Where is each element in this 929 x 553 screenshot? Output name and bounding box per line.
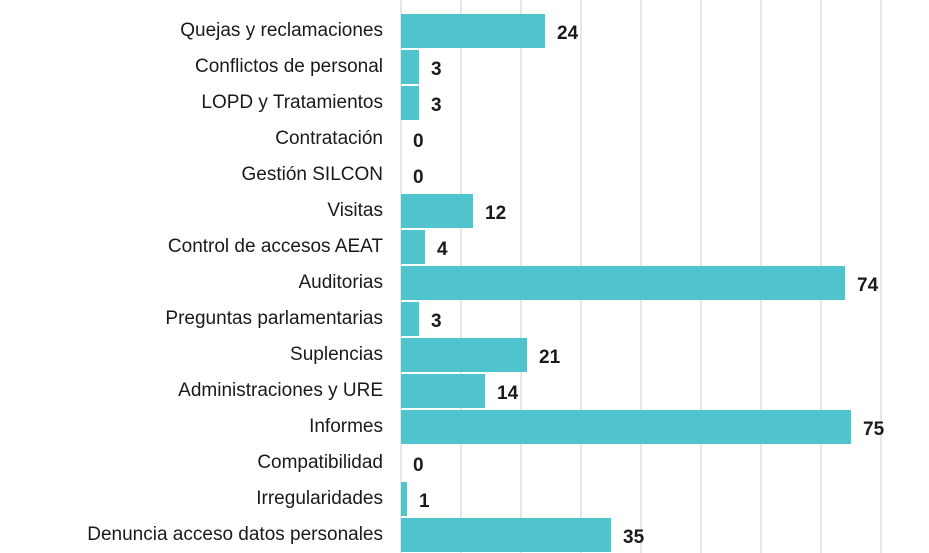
value-label: 3: [431, 59, 442, 80]
bar: [401, 338, 527, 372]
value-label: 75: [863, 419, 885, 440]
value-label: 21: [539, 347, 561, 368]
value-label: 4: [437, 239, 448, 260]
value-label: 0: [413, 131, 424, 152]
y-tick-label: Denuncia acceso datos personales: [87, 524, 383, 545]
bar: [401, 302, 419, 336]
y-tick-label: Control de accesos AEAT: [168, 236, 383, 257]
y-tick-label: Conflictos de personal: [195, 56, 383, 77]
y-tick-label: Suplencias: [290, 344, 383, 365]
bar: [401, 50, 419, 84]
bar: [401, 194, 473, 228]
value-label: 3: [431, 311, 442, 332]
y-tick-label: Administraciones y URE: [178, 380, 383, 401]
value-label: 14: [497, 383, 519, 404]
bar: [401, 86, 419, 120]
value-label: 0: [413, 167, 424, 188]
bar: [401, 374, 485, 408]
y-tick-label: Visitas: [327, 200, 383, 221]
y-tick-label: LOPD y Tratamientos: [201, 92, 383, 113]
bar: [401, 482, 407, 516]
value-label: 74: [857, 275, 879, 296]
y-tick-label: Auditorias: [299, 272, 384, 293]
y-tick-label: Quejas y reclamaciones: [180, 20, 383, 41]
value-label: 3: [431, 95, 442, 116]
value-label: 1: [419, 491, 430, 512]
bar: [401, 410, 851, 444]
y-tick-label: Contratación: [275, 128, 383, 149]
bar: [401, 14, 545, 48]
y-tick-label: Preguntas parlamentarias: [165, 308, 383, 329]
value-label: 35: [623, 527, 645, 548]
value-label: 24: [557, 23, 579, 44]
y-tick-label: Compatibilidad: [257, 452, 383, 473]
bar: [401, 518, 611, 552]
y-tick-label: Irregularidades: [256, 488, 383, 509]
value-label: 12: [485, 203, 506, 224]
bar: [401, 230, 425, 264]
y-tick-label: Informes: [309, 416, 383, 437]
y-tick-label: Gestión SILCON: [242, 164, 384, 185]
bar: [401, 266, 845, 300]
value-label: 0: [413, 455, 424, 476]
